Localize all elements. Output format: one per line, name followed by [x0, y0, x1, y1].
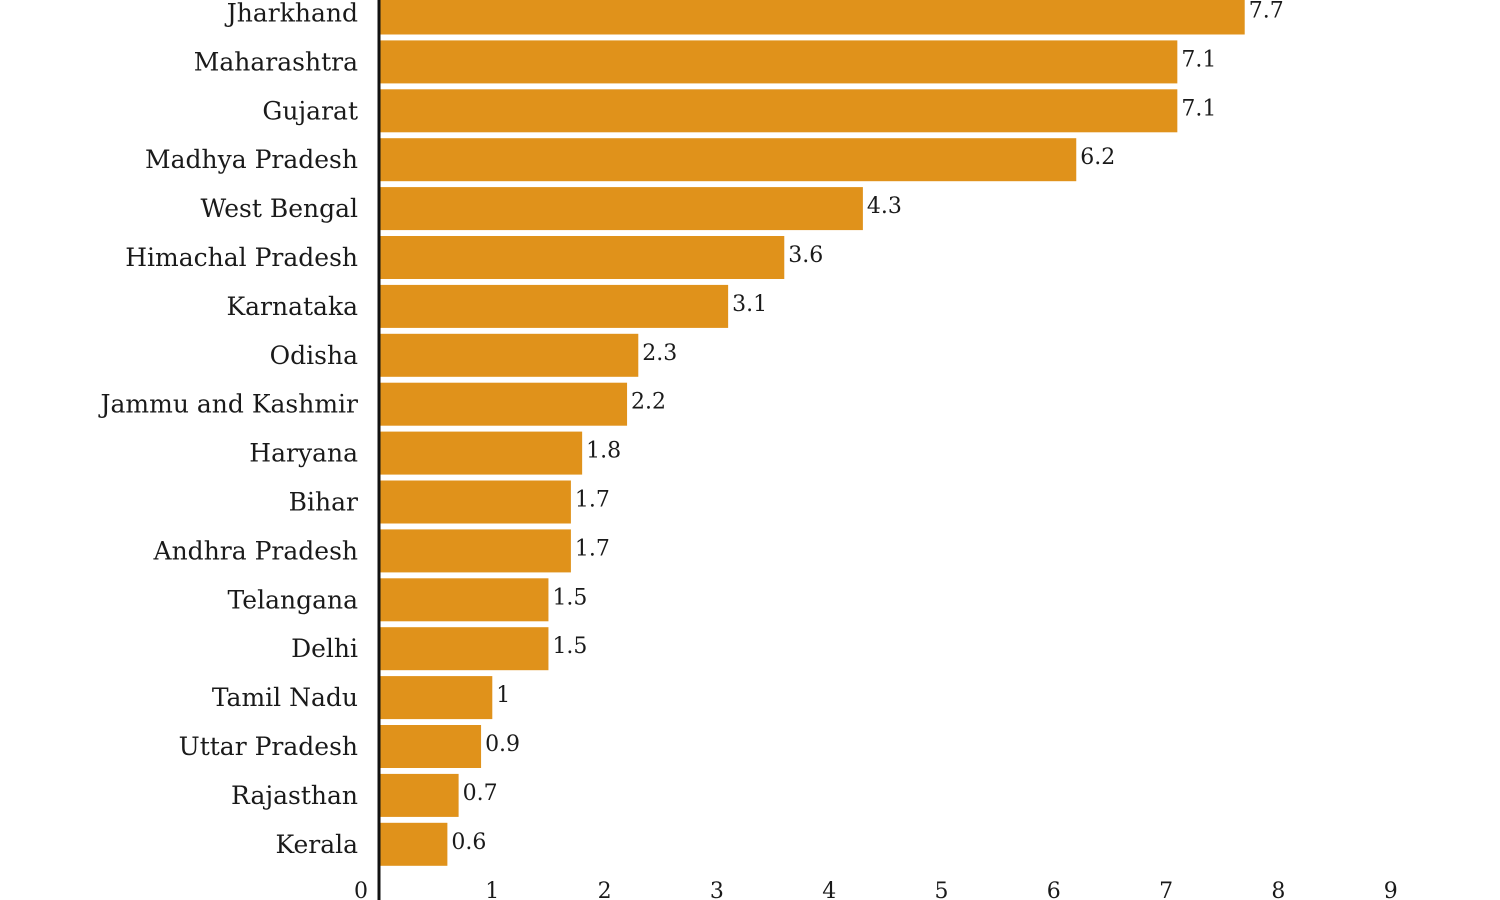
data-label: 1.7	[575, 488, 610, 513]
bar	[380, 89, 1178, 133]
category-label: Gujarat	[262, 96, 358, 125]
bar	[380, 382, 628, 426]
category-label: Himachal Pradesh	[125, 243, 358, 272]
bar	[380, 725, 482, 768]
category-label: Rajasthan	[231, 781, 358, 810]
data-label: 1.7	[575, 536, 610, 561]
bar	[380, 480, 571, 524]
data-label: 0.9	[485, 732, 520, 757]
bar	[380, 40, 1178, 84]
x-tick-label: 5	[935, 879, 949, 900]
data-label: 1.5	[552, 585, 587, 610]
category-label: Jharkhand	[224, 0, 358, 28]
bar	[380, 187, 863, 231]
bar	[380, 431, 583, 475]
category-label: Bihar	[289, 488, 358, 517]
bar	[380, 236, 785, 279]
category-label: Odisha	[270, 341, 358, 370]
x-tick-label: 1	[485, 879, 499, 900]
data-label: 7.1	[1181, 47, 1216, 72]
x-tick-label: 0	[354, 879, 368, 900]
data-label: 3.6	[788, 243, 823, 268]
x-tick-label: 9	[1384, 879, 1398, 900]
category-labels: Jharkhand Maharashtra Gujarat Madhya Prades…	[97, 0, 358, 859]
bar	[380, 578, 549, 622]
category-label: Kerala	[275, 830, 358, 859]
bar	[380, 773, 459, 817]
category-label: Uttar Pradesh	[179, 732, 358, 761]
x-tick-label: 3	[710, 879, 724, 900]
category-label: Andhra Pradesh	[153, 536, 358, 565]
bar	[380, 676, 493, 720]
value-labels: 7.7 7.1 7.1 6.2 4.3 3.6 3.1 2.3 2.2 1.8 1.7 1.7 1.5 1…	[451, 0, 1283, 855]
bar	[380, 138, 1077, 182]
bar	[380, 0, 1245, 35]
bar	[380, 627, 549, 671]
category-label: Jammu and Kashmir	[97, 390, 358, 419]
category-label: Haryana	[249, 439, 358, 468]
category-label: Karnataka	[226, 292, 358, 321]
data-label: 7.7	[1249, 0, 1284, 24]
category-label: Madhya Pradesh	[145, 145, 358, 174]
data-label: 1.8	[586, 439, 621, 464]
x-tick-label: 7	[1159, 879, 1173, 900]
category-label: West Bengal	[201, 194, 358, 223]
data-label: 1	[496, 683, 510, 708]
data-label: 2.2	[631, 390, 666, 415]
data-label: 4.3	[867, 194, 902, 219]
data-label: 0.6	[451, 830, 486, 855]
category-label: Delhi	[291, 634, 358, 663]
data-label: 6.2	[1080, 145, 1115, 170]
bar	[380, 529, 571, 573]
bar	[380, 333, 639, 377]
x-tick-label: 4	[822, 879, 836, 900]
data-label: 0.7	[463, 781, 498, 806]
bar	[380, 284, 729, 328]
category-label: Maharashtra	[194, 47, 358, 76]
x-tick-label: 6	[1047, 879, 1061, 900]
category-label: Tamil Nadu	[212, 683, 358, 712]
x-tick-label: 2	[598, 879, 612, 900]
x-axis-ticks: 0 1 2 3 4 5 6 7 8 9	[354, 879, 1398, 900]
bar	[380, 822, 448, 866]
data-label: 7.1	[1181, 96, 1216, 121]
data-label: 3.1	[732, 292, 767, 317]
data-label: 2.3	[642, 341, 677, 366]
x-tick-label: 8	[1271, 879, 1285, 900]
bars-layer	[380, 0, 1245, 866]
category-label: Telangana	[228, 585, 359, 614]
data-label: 1.5	[552, 634, 587, 659]
